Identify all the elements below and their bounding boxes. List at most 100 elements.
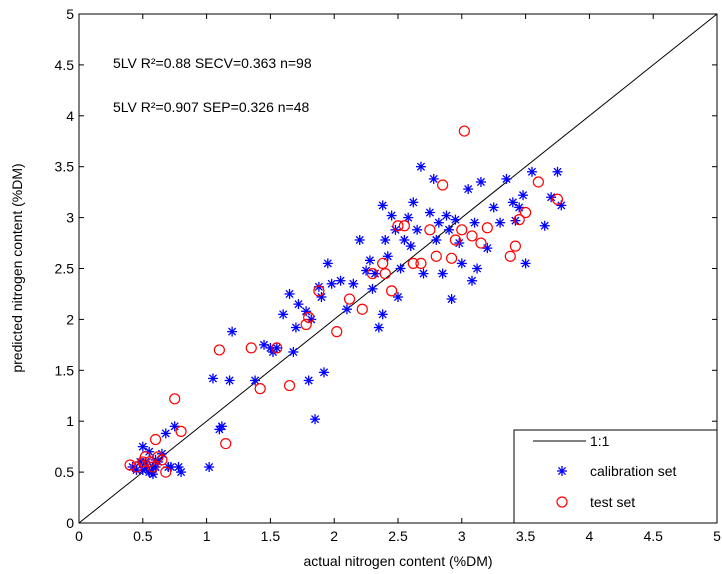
- calibration-point: [137, 441, 148, 452]
- calibration-point: [290, 322, 301, 333]
- y-tick-label: 2.5: [55, 261, 75, 277]
- test-point: [519, 206, 532, 219]
- calibration-point: [467, 275, 478, 286]
- test-point: [551, 193, 564, 205]
- test-point: [220, 437, 232, 450]
- test-point: [415, 257, 427, 270]
- calibration-point: [310, 414, 321, 425]
- test-point: [379, 267, 391, 280]
- calibration-point: [169, 421, 180, 432]
- y-tick-label: 1: [66, 413, 74, 429]
- calibration-point: [472, 263, 483, 274]
- calibration-point: [207, 373, 218, 384]
- y-axis-label: predicted nitrogen content (%DM): [9, 163, 25, 372]
- test-point: [137, 456, 149, 468]
- calibration-point: [408, 197, 419, 208]
- calibration-point: [227, 326, 238, 337]
- calibration-point: [224, 375, 235, 386]
- test-point: [152, 451, 164, 463]
- x-tick-label: 0.5: [133, 528, 153, 544]
- calibration-point: [418, 268, 429, 279]
- calibration-point: [367, 283, 378, 294]
- calibration-point: [250, 375, 261, 386]
- calibration-point: [380, 234, 391, 245]
- test-point: [300, 318, 312, 331]
- y-tick-label: 2: [66, 311, 74, 327]
- annotation-calibration: 5LV R²=0.88 SECV=0.363 n=98: [113, 55, 312, 71]
- y-tick-label: 3.5: [55, 159, 75, 175]
- calibration-point: [341, 304, 352, 315]
- calibration-point: [316, 292, 327, 303]
- test-point: [449, 234, 462, 246]
- test-point: [283, 379, 296, 392]
- calibration-point: [160, 428, 171, 439]
- test-point: [437, 179, 449, 191]
- y-tick-label: 4: [66, 108, 74, 124]
- test-point: [147, 461, 159, 473]
- calibration-point: [446, 294, 457, 305]
- x-tick-label: 4: [586, 528, 594, 544]
- calibration-point: [361, 265, 372, 276]
- x-axis-ticks: 0 0.5 1 1.5 2 2.5 3 3.5 4 4.5 5: [75, 14, 721, 544]
- calibration-point: [475, 176, 486, 187]
- calibration-point: [399, 234, 410, 245]
- legend: 1:1 calibration set test set: [513, 429, 718, 524]
- calibration-point: [278, 309, 289, 320]
- calibration-point: [546, 192, 557, 203]
- y-tick-label: 4.5: [55, 57, 75, 73]
- test-point: [377, 257, 389, 270]
- test-point: [424, 224, 436, 236]
- test-point: [160, 466, 172, 478]
- calibration-point: [144, 446, 155, 457]
- calibration-point: [335, 275, 346, 286]
- calibration-point: [428, 173, 439, 184]
- calibration-point: [450, 214, 461, 225]
- calibration-point: [377, 309, 388, 320]
- y-tick-label: 0.5: [55, 464, 75, 480]
- legend-circle-marker: [556, 496, 568, 508]
- calibration-point: [386, 210, 397, 221]
- x-tick-label: 5: [713, 528, 721, 544]
- calibration-point: [393, 292, 403, 303]
- calibration-point: [456, 258, 467, 269]
- calibration-point: [433, 217, 444, 228]
- test-point: [504, 250, 516, 262]
- calibration-point: [354, 234, 365, 245]
- test-point: [254, 383, 266, 395]
- x-tick-label: 2: [330, 528, 338, 544]
- x-tick-label: 2.5: [388, 528, 408, 544]
- calibration-point: [501, 173, 512, 184]
- calibration-point: [405, 241, 416, 252]
- test-point: [313, 285, 325, 297]
- test-point: [466, 230, 478, 242]
- calibration-point: [322, 258, 333, 269]
- calibration-point: [176, 467, 187, 478]
- test-point: [386, 285, 398, 297]
- test-point: [458, 125, 470, 137]
- calibration-point: [539, 220, 550, 231]
- test-set-points: [124, 125, 564, 478]
- test-point: [245, 342, 257, 354]
- test-point: [271, 342, 283, 354]
- calibration-point: [403, 212, 414, 223]
- test-point: [169, 393, 181, 405]
- calibration-point: [370, 268, 381, 279]
- calibration-point: [437, 268, 448, 279]
- calibration-point: [520, 258, 531, 269]
- calibration-point: [348, 278, 359, 289]
- test-point: [356, 303, 368, 315]
- y-tick-label: 3: [66, 210, 74, 226]
- calibration-point: [293, 299, 304, 310]
- test-point: [331, 326, 343, 338]
- test-point: [445, 252, 458, 264]
- x-axis-label: actual nitrogen content (%DM): [303, 553, 492, 569]
- calibration-point: [284, 288, 295, 299]
- test-point: [366, 267, 379, 280]
- test-point: [475, 237, 487, 249]
- calibration-point: [507, 197, 518, 208]
- calibration-point: [303, 375, 314, 386]
- x-tick-label: 1.5: [261, 528, 281, 544]
- calibration-point: [395, 263, 406, 274]
- y-tick-label: 1.5: [55, 362, 75, 378]
